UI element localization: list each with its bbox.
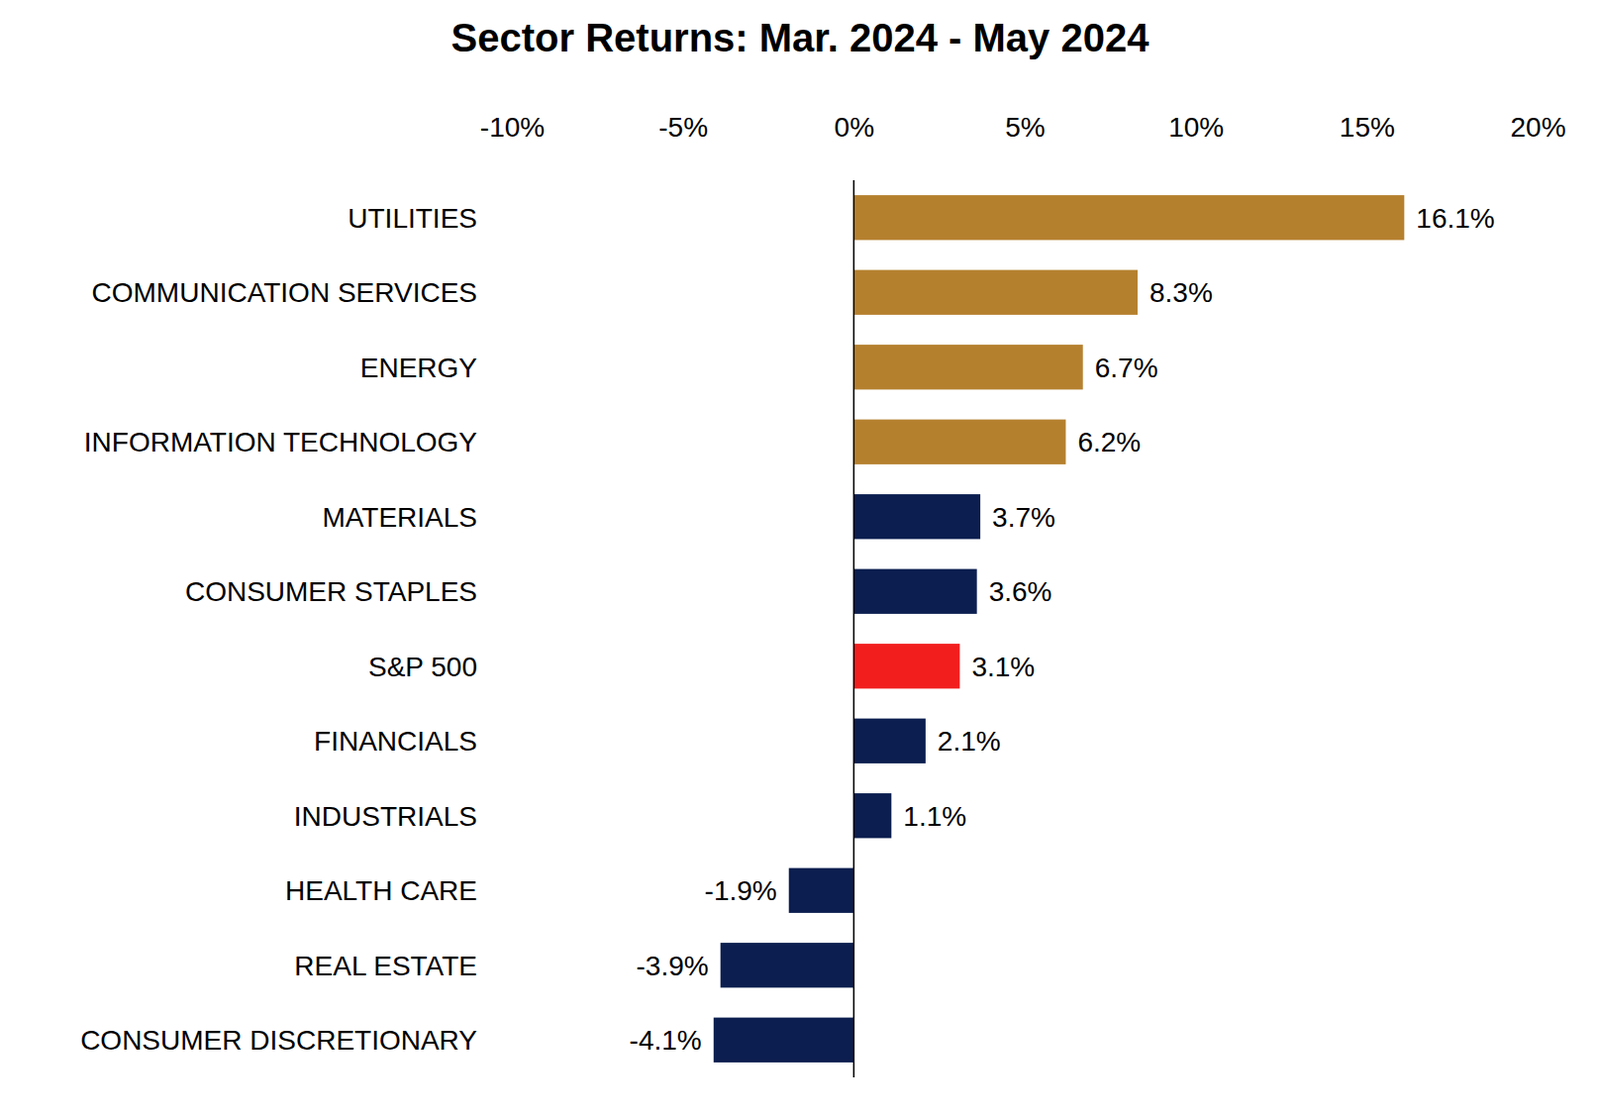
y-tick: CONSUMER DISCRETIONARY — [80, 1024, 478, 1056]
category-label: INFORMATION TECHNOLOGY — [84, 426, 479, 458]
y-tick: COMMUNICATION SERVICES — [92, 277, 478, 308]
x-tick: 5% — [1004, 111, 1045, 143]
data-label: -4.1% — [629, 1024, 702, 1056]
x-tick-label: -5% — [658, 111, 708, 143]
category-label: FINANCIALS — [313, 725, 478, 757]
y-tick: UTILITIES — [347, 202, 478, 234]
data-label: 16.1% — [1415, 202, 1495, 234]
bar — [853, 569, 977, 614]
data-label: 3.6% — [989, 576, 1053, 607]
y-tick: CONSUMER STAPLES — [185, 576, 478, 607]
x-tick: 20% — [1509, 111, 1566, 143]
category-label: REAL ESTATE — [294, 950, 478, 982]
x-tick: 10% — [1168, 111, 1224, 143]
x-tick: 15% — [1339, 111, 1396, 143]
title: Sector Returns: Mar. 2024 - May 2024 — [451, 15, 1151, 60]
y-tick: MATERIALS — [321, 501, 478, 533]
category-label: INDUSTRIALS — [294, 800, 478, 832]
category-label: CONSUMER STAPLES — [185, 576, 478, 607]
category-label: UTILITIES — [347, 202, 478, 234]
data-label: 6.2% — [1077, 426, 1141, 458]
bar — [853, 344, 1083, 390]
y-tick: FINANCIALS — [313, 725, 478, 757]
bar — [853, 643, 960, 689]
x-tick: 0% — [834, 111, 875, 143]
category-label: ENERGY — [360, 352, 479, 384]
x-tick-label: 0% — [834, 111, 875, 143]
y-tick: INFORMATION TECHNOLOGY — [84, 426, 479, 458]
category-label: COMMUNICATION SERVICES — [92, 277, 478, 308]
bar — [853, 494, 981, 539]
data-label: 3.1% — [971, 651, 1035, 683]
category-label: S&P 500 — [368, 651, 478, 683]
x-tick-label: -10% — [480, 111, 545, 143]
bar — [853, 195, 1404, 240]
data-labels: 16.1% 8.3% 6.7% 6.2% 3.7% 3.6% 3.1% 2.1% 1.1% -1.… — [629, 202, 1496, 1056]
bar — [853, 419, 1066, 465]
bar — [853, 793, 892, 838]
data-label: 3.7% — [992, 501, 1056, 533]
y-tick: S&P 500 — [368, 651, 478, 683]
x-tick: -5% — [658, 111, 708, 143]
x-axis: -10% -5% 0% 5% 10% 15% 20% — [480, 111, 1567, 143]
x-tick: -10% — [480, 111, 545, 143]
bars — [713, 195, 1405, 1063]
data-label: 8.3% — [1149, 277, 1213, 308]
bar — [853, 718, 926, 764]
category-label: MATERIALS — [321, 501, 478, 533]
x-tick-label: 5% — [1004, 111, 1045, 143]
category-label: HEALTH CARE — [285, 875, 478, 906]
data-label: -1.9% — [704, 875, 778, 906]
y-axis: UTILITIES COMMUNICATION SERVICES ENERGY INF… — [80, 202, 478, 1056]
y-tick: HEALTH CARE — [285, 875, 478, 906]
bar — [853, 270, 1138, 315]
data-label: -3.9% — [635, 950, 708, 982]
y-tick: INDUSTRIALS — [294, 800, 478, 832]
data-label: 1.1% — [902, 800, 967, 832]
y-tick: ENERGY — [360, 352, 479, 384]
data-label: 2.1% — [937, 725, 1001, 757]
data-label: 6.7% — [1095, 352, 1159, 384]
bar — [713, 1017, 855, 1063]
y-tick: REAL ESTATE — [294, 950, 478, 982]
category-label: CONSUMER DISCRETIONARY — [80, 1024, 478, 1056]
bar — [789, 868, 855, 913]
x-tick-label: 15% — [1339, 111, 1396, 143]
x-tick-label: 20% — [1509, 111, 1566, 143]
x-tick-label: 10% — [1168, 111, 1224, 143]
bar — [720, 942, 855, 988]
chart: Sector Returns: Mar. 2024 - May 2024 -10%… — [0, 0, 1600, 1115]
zero-line — [853, 180, 856, 1078]
